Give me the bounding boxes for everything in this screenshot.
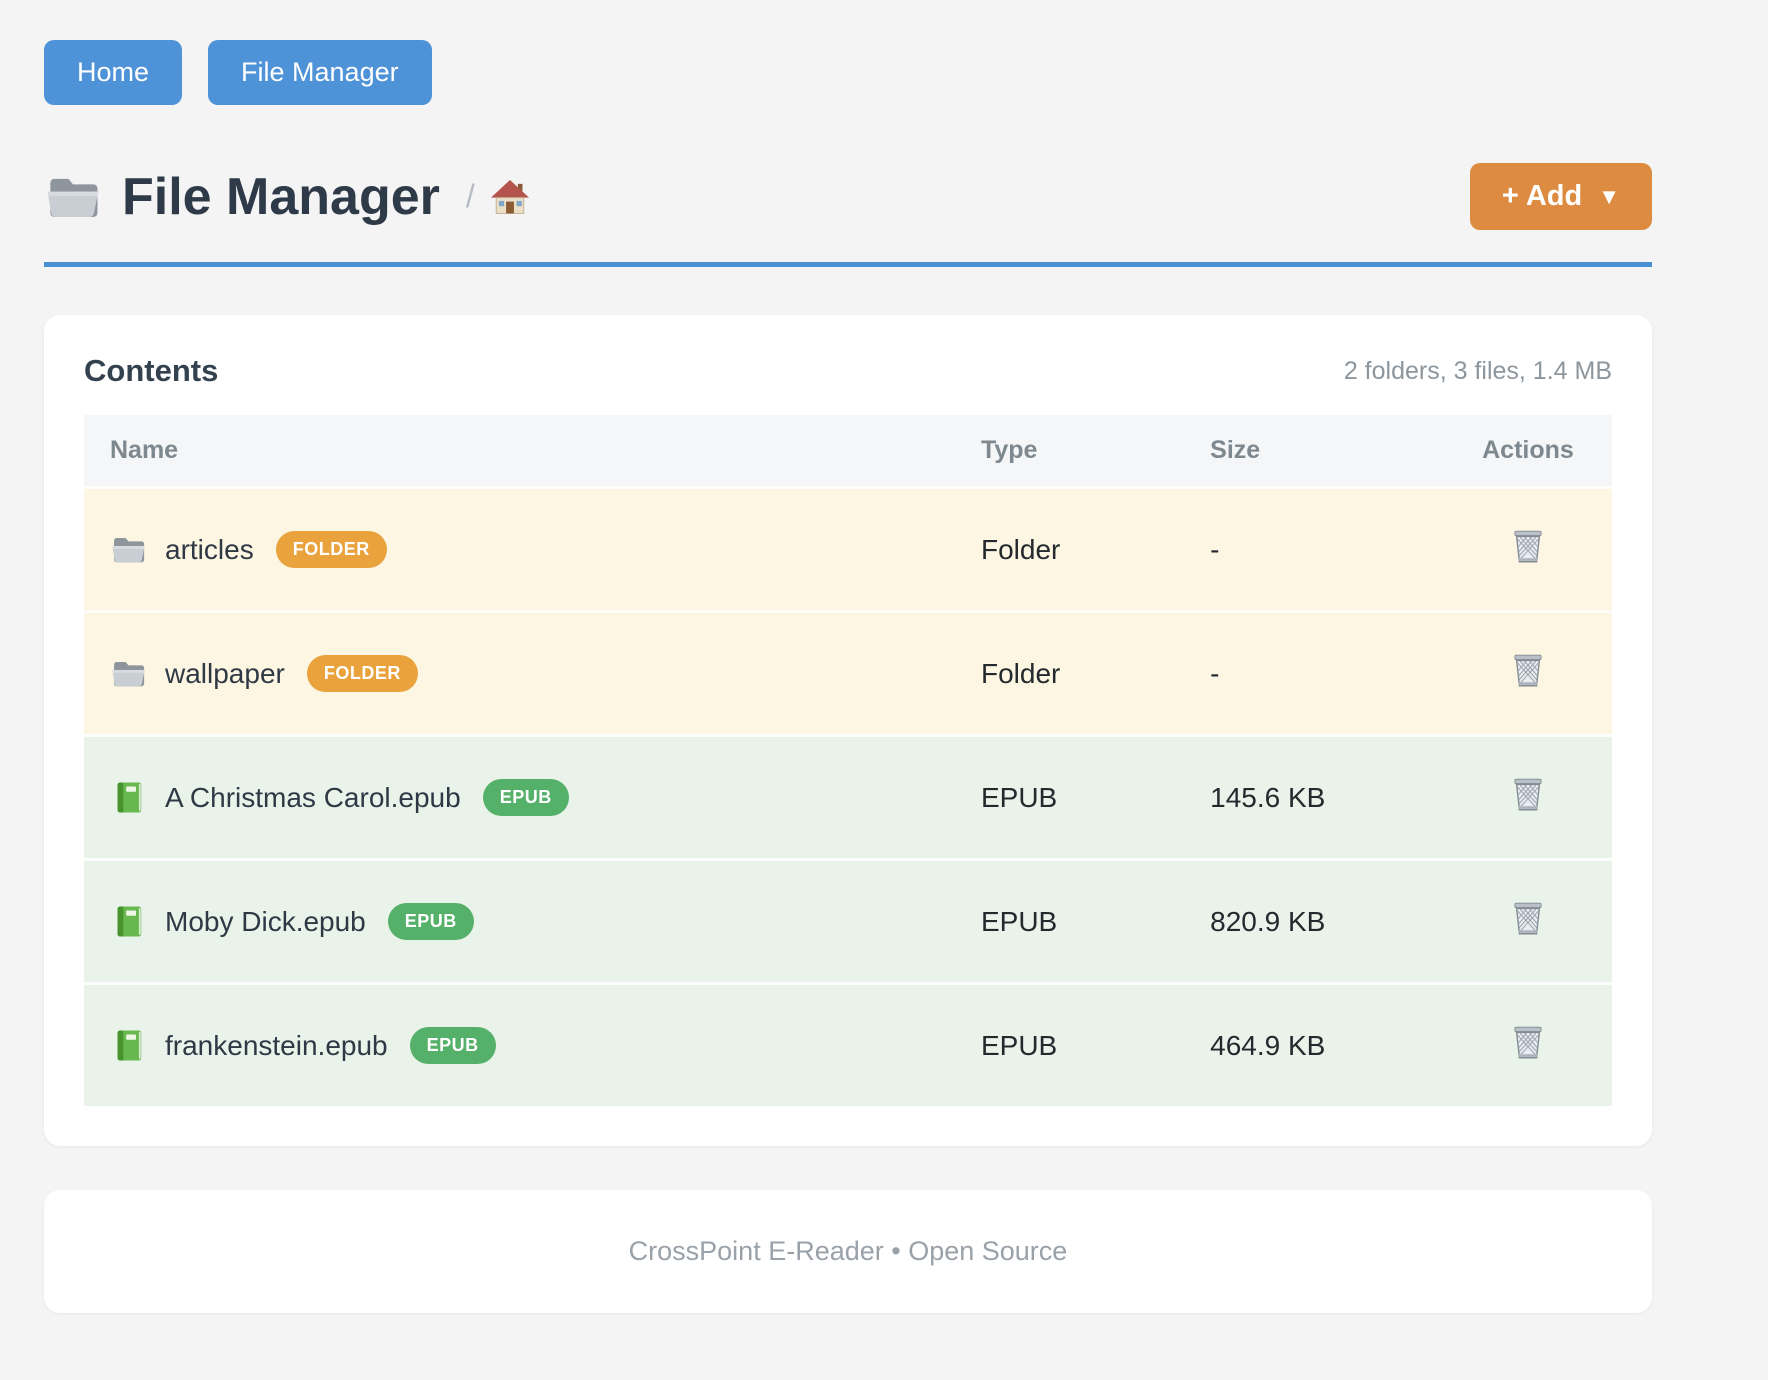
add-button-label: + Add: [1501, 180, 1583, 212]
column-header-name[interactable]: Name: [84, 415, 955, 486]
item-name[interactable]: Moby Dick.epub: [165, 905, 366, 937]
wastebasket-icon: [1507, 773, 1549, 815]
item-type: EPUB: [954, 734, 1185, 858]
folder-icon: [110, 531, 147, 568]
delete-button[interactable]: [1507, 1021, 1549, 1063]
page-title-text: File Manager: [122, 167, 440, 226]
contents-summary: 2 folders, 3 files, 1.4 MB: [1343, 356, 1612, 385]
open-folder-icon: [44, 168, 102, 226]
item-type: EPUB: [954, 858, 1185, 982]
item-size: -: [1184, 486, 1444, 610]
contents-panel-header: Contents 2 folders, 3 files, 1.4 MB: [84, 353, 1612, 389]
type-badge: FOLDER: [306, 655, 418, 692]
wastebasket-icon: [1507, 649, 1549, 691]
add-button[interactable]: + Add ▼: [1469, 163, 1652, 230]
folder-icon: [110, 655, 147, 692]
caret-down-icon: ▼: [1598, 183, 1620, 209]
wastebasket-icon: [1507, 897, 1549, 939]
home-button[interactable]: Home: [44, 40, 183, 105]
type-badge: FOLDER: [275, 531, 387, 568]
panel-title: Contents: [84, 353, 219, 388]
contents-panel: Contents 2 folders, 3 files, 1.4 MB Name…: [44, 315, 1652, 1146]
house-icon[interactable]: [489, 176, 531, 218]
item-type: EPUB: [954, 982, 1185, 1106]
type-badge: EPUB: [387, 903, 474, 940]
breadcrumb-separator: /: [465, 178, 475, 214]
breadcrumb: /: [466, 176, 531, 218]
table-row: frankenstein.epub EPUB EPUB 464.9 KB: [84, 982, 1612, 1106]
table-row: Moby Dick.epub EPUB EPUB 820.9 KB: [84, 858, 1612, 982]
contents-table: Name Type Size Actions articles FOLDER F…: [84, 415, 1612, 1106]
item-type: Folder: [954, 486, 1185, 610]
item-type: Folder: [954, 610, 1185, 734]
column-header-type[interactable]: Type: [954, 415, 1185, 486]
page-title: File Manager: [44, 167, 440, 227]
delete-button[interactable]: [1507, 773, 1549, 815]
item-size: 464.9 KB: [1184, 982, 1444, 1106]
footer: CrossPoint E-Reader • Open Source: [44, 1190, 1652, 1313]
page-header: File Manager / + Add ▼: [44, 163, 1652, 230]
table-header-row: Name Type Size Actions: [84, 415, 1612, 486]
type-badge: EPUB: [482, 779, 569, 816]
item-name[interactable]: A Christmas Carol.epub: [165, 781, 461, 813]
page: Home File Manager File Manager /: [44, 0, 1652, 1313]
book-icon: [110, 1027, 147, 1064]
item-size: -: [1184, 610, 1444, 734]
item-size: 145.6 KB: [1184, 734, 1444, 858]
book-icon: [110, 903, 147, 940]
wastebasket-icon: [1507, 1021, 1549, 1063]
book-icon: [110, 779, 147, 816]
footer-text: CrossPoint E-Reader • Open Source: [628, 1236, 1068, 1266]
contents-table-body: articles FOLDER Folder -: [84, 486, 1612, 1106]
top-nav: Home File Manager: [44, 40, 1652, 105]
delete-button[interactable]: [1507, 525, 1549, 567]
table-row: A Christmas Carol.epub EPUB EPUB 145.6 K…: [84, 734, 1612, 858]
item-size: 820.9 KB: [1184, 858, 1444, 982]
item-name[interactable]: wallpaper: [165, 657, 285, 689]
wastebasket-icon: [1507, 525, 1549, 567]
table-row: wallpaper FOLDER Folder -: [84, 610, 1612, 734]
type-badge: EPUB: [409, 1027, 496, 1064]
file-manager-button[interactable]: File Manager: [208, 40, 432, 105]
item-name[interactable]: frankenstein.epub: [165, 1029, 388, 1061]
item-name[interactable]: articles: [165, 533, 254, 565]
column-header-actions: Actions: [1443, 415, 1612, 486]
column-header-size[interactable]: Size: [1184, 415, 1444, 486]
table-row: articles FOLDER Folder -: [84, 486, 1612, 610]
delete-button[interactable]: [1507, 897, 1549, 939]
delete-button[interactable]: [1507, 649, 1549, 691]
header-divider: [44, 262, 1652, 267]
